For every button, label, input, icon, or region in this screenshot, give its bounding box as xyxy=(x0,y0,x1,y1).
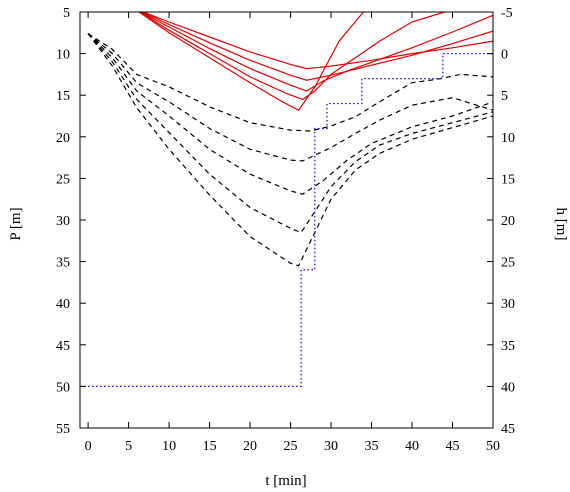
x-tick-label: 25 xyxy=(284,439,298,454)
series-line-dashed-6 xyxy=(87,33,493,132)
x-tick-label: 15 xyxy=(203,439,217,454)
x-tick-label: 45 xyxy=(446,439,460,454)
y2-tick-label: 35 xyxy=(501,339,515,354)
y2-tick-label: 20 xyxy=(501,214,515,229)
x-axis-title: t [min] xyxy=(265,473,306,489)
series-line-dotted-11 xyxy=(80,53,493,387)
y-tick-label: 45 xyxy=(56,339,70,354)
x-tick-label: 50 xyxy=(486,439,500,454)
x-tick-label: 5 xyxy=(125,439,132,454)
x-tick-label: 0 xyxy=(85,439,92,454)
y2-axis-title: h [m] xyxy=(553,208,569,241)
y-tick-label: 50 xyxy=(56,380,70,395)
series-line-solid-2 xyxy=(139,12,445,101)
y-tick-label: 10 xyxy=(56,48,70,63)
y2-tick-label: 40 xyxy=(501,380,515,395)
x-tick-label: 40 xyxy=(405,439,419,454)
series-line-dashed-10 xyxy=(87,33,493,267)
y2-tick-label: 45 xyxy=(501,422,515,437)
series-line-dashed-7 xyxy=(87,33,493,162)
y-tick-label: 35 xyxy=(56,256,70,271)
x-tick-label: 20 xyxy=(243,439,257,454)
x-tick-label: 30 xyxy=(324,439,338,454)
series-line-dashed-8 xyxy=(87,33,493,195)
y-axis-title: P [m] xyxy=(8,207,24,240)
series-line-solid-1 xyxy=(138,12,364,111)
x-tick-label: 10 xyxy=(162,439,176,454)
y-tick-label: 40 xyxy=(56,297,70,312)
x-tick-label: 35 xyxy=(365,439,379,454)
series-line-solid-3 xyxy=(140,12,493,92)
y2-tick-label: 5 xyxy=(501,89,508,104)
series-line-solid-5 xyxy=(142,12,493,70)
y2-tick-label: 15 xyxy=(501,172,515,187)
y-tick-label: 20 xyxy=(56,131,70,146)
y2-tick-label: 10 xyxy=(501,131,515,146)
y-tick-label: 30 xyxy=(56,214,70,229)
y2-tick-label: -5 xyxy=(501,6,513,21)
ticks-layer: 0 5 10 15 20 25 30 35 40 45 5051015202530354045505… xyxy=(56,6,515,454)
y-tick-label: 55 xyxy=(56,422,70,437)
y-tick-label: 25 xyxy=(56,172,70,187)
y2-tick-label: 0 xyxy=(501,48,508,63)
series-lines-layer xyxy=(80,12,493,387)
y-tick-label: 15 xyxy=(56,89,70,104)
y2-tick-label: 30 xyxy=(501,297,515,312)
y2-tick-label: 25 xyxy=(501,256,515,271)
y-tick-label: 5 xyxy=(63,6,70,21)
